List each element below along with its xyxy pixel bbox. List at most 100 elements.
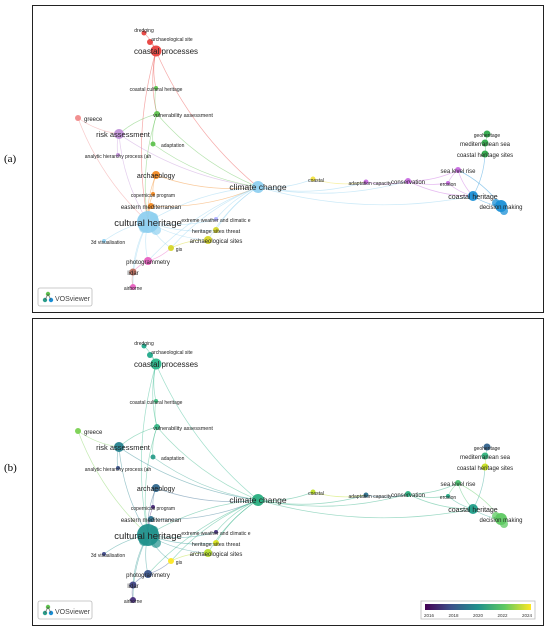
node-coastalcult[interactable] bbox=[154, 399, 158, 403]
node-lidar[interactable] bbox=[129, 581, 137, 589]
node-label-vuln: vulnerability assessment bbox=[153, 113, 213, 119]
node-chsites[interactable] bbox=[481, 463, 489, 471]
node-easternmed[interactable] bbox=[148, 516, 154, 522]
link-climate-gis bbox=[170, 499, 259, 562]
node-label-coastalheritage: coastal heritage bbox=[448, 194, 498, 201]
node-sitesthreat[interactable] bbox=[213, 540, 219, 546]
node-gis[interactable] bbox=[168, 558, 174, 564]
link-climate-archsites bbox=[207, 186, 259, 241]
node-erosion[interactable] bbox=[446, 494, 450, 498]
network-map-b[interactable]: dredging archaeological site coastal proce… bbox=[33, 319, 543, 625]
link-coastalproc-culturalheritage bbox=[141, 50, 157, 223]
node-vuln[interactable] bbox=[154, 111, 160, 117]
link-archaeology-climate bbox=[155, 487, 259, 502]
node-medsea[interactable] bbox=[481, 139, 489, 147]
node-dredging[interactable] bbox=[141, 30, 147, 36]
node-label-chsites: coastal heritage sites bbox=[457, 466, 513, 472]
node-copernicus[interactable] bbox=[151, 192, 155, 196]
node-chsites[interactable] bbox=[481, 150, 489, 158]
node-layer bbox=[75, 30, 508, 290]
node-adaptcap[interactable] bbox=[363, 492, 369, 498]
link-climate-culturalheritage bbox=[147, 186, 259, 223]
node-greece[interactable] bbox=[75, 115, 81, 121]
node-coastal[interactable] bbox=[310, 176, 316, 182]
year-legend-colorbar bbox=[425, 604, 531, 610]
node-label-greece: greece bbox=[84, 117, 103, 123]
node-label-erosion: erosion bbox=[440, 182, 457, 188]
node-sealevel[interactable] bbox=[455, 480, 461, 486]
link-risk-climate bbox=[118, 133, 259, 188]
node-risk[interactable] bbox=[114, 129, 124, 139]
node-label-sitesthreat: heritage sites threat bbox=[192, 229, 241, 235]
node-coastalheritage[interactable] bbox=[468, 504, 478, 514]
node-geoheritage[interactable] bbox=[483, 130, 491, 138]
node-archsites[interactable] bbox=[204, 236, 212, 244]
node-dredging[interactable] bbox=[141, 343, 147, 349]
link-easternmed-climate bbox=[150, 186, 259, 207]
node-sitesthreat[interactable] bbox=[213, 227, 219, 233]
node-risk[interactable] bbox=[114, 442, 124, 452]
link-climate-conservation bbox=[257, 180, 409, 194]
node-archsites[interactable] bbox=[204, 549, 212, 557]
node-copernicus[interactable] bbox=[151, 505, 155, 509]
node-label-lidar: lidar bbox=[127, 271, 138, 277]
node-coastalproc[interactable] bbox=[150, 358, 162, 370]
node-extreme[interactable] bbox=[214, 530, 218, 534]
node-airborne[interactable] bbox=[130, 597, 136, 603]
link-coastalproc-vuln bbox=[152, 50, 158, 115]
node-coastalheritage[interactable] bbox=[468, 191, 478, 201]
node-coastal[interactable] bbox=[310, 489, 316, 495]
link-conservation-coastalheritage bbox=[407, 493, 474, 510]
node-adaptation[interactable] bbox=[150, 141, 156, 147]
edge-layer bbox=[77, 345, 502, 601]
node-sealevel[interactable] bbox=[455, 167, 461, 173]
node-coastalproc[interactable] bbox=[150, 45, 162, 57]
node-adaptcap[interactable] bbox=[363, 179, 369, 185]
year-legend-tick: 2016 bbox=[424, 613, 435, 618]
link-climate-coastalheritage bbox=[257, 186, 474, 206]
node-archaeology[interactable] bbox=[152, 484, 160, 492]
node-label-copernicus: copernicus program bbox=[131, 193, 175, 199]
node-decision-blob bbox=[492, 512, 500, 520]
node-ahp[interactable] bbox=[116, 466, 120, 470]
link-climate-adaptcap bbox=[257, 494, 367, 505]
node-layer bbox=[75, 343, 508, 603]
node-label-erosion: erosion bbox=[440, 495, 457, 501]
node-label-coastalproc: coastal processes bbox=[134, 47, 198, 56]
node-label-coastalproc: coastal processes bbox=[134, 360, 198, 369]
node-coastalcult[interactable] bbox=[154, 86, 158, 90]
node-lidar[interactable] bbox=[129, 268, 137, 276]
node-photogrammetry[interactable] bbox=[144, 257, 152, 265]
node-label-geoheritage: geoheritage bbox=[474, 133, 501, 139]
node-archaeology[interactable] bbox=[152, 171, 160, 179]
node-climate[interactable] bbox=[252, 181, 264, 193]
link-vuln-climate bbox=[156, 113, 259, 188]
node-archsite[interactable] bbox=[147, 39, 153, 45]
node-climate[interactable] bbox=[252, 494, 264, 506]
node-adaptation[interactable] bbox=[150, 454, 156, 460]
node-decision-blob bbox=[500, 207, 508, 215]
node-photogrammetry[interactable] bbox=[144, 570, 152, 578]
node-geoheritage[interactable] bbox=[483, 443, 491, 451]
node-vuln[interactable] bbox=[154, 424, 160, 430]
link-risk-climate bbox=[118, 446, 259, 501]
node-label-coastal: coastal bbox=[308, 178, 324, 184]
node-easternmed[interactable] bbox=[148, 203, 154, 209]
node-medsea[interactable] bbox=[481, 452, 489, 460]
network-map-a[interactable]: dredging archaeological site coastal proce… bbox=[33, 6, 543, 312]
link-coastalproc-climate bbox=[155, 363, 259, 501]
node-erosion[interactable] bbox=[446, 181, 450, 185]
node-3dvis[interactable] bbox=[102, 239, 106, 243]
node-label-dredging: dredging bbox=[134, 341, 154, 347]
node-3dvis[interactable] bbox=[102, 552, 106, 556]
node-archsite[interactable] bbox=[147, 352, 153, 358]
node-conservation[interactable] bbox=[405, 178, 411, 184]
link-adaptation-climate bbox=[152, 456, 259, 501]
node-ahp[interactable] bbox=[116, 153, 120, 157]
node-extreme[interactable] bbox=[214, 217, 218, 221]
node-greece[interactable] bbox=[75, 428, 81, 434]
node-airborne[interactable] bbox=[130, 284, 136, 290]
node-conservation[interactable] bbox=[405, 491, 411, 497]
node-gis[interactable] bbox=[168, 245, 174, 251]
node-label-archsite: archaeological site bbox=[151, 37, 193, 43]
